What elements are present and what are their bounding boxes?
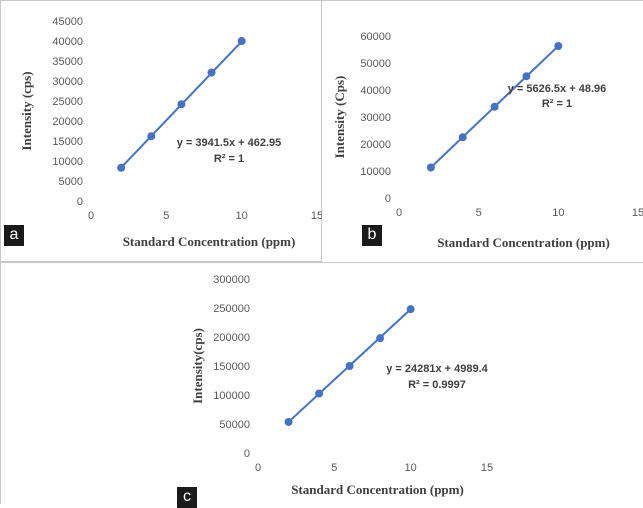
chart-a-ytick-1: 5000 (59, 176, 83, 188)
chart-c-point-0 (284, 417, 293, 426)
chart-b-xtick-0: 0 (396, 207, 402, 219)
chart-b-x-axis-title: Standard Concentration (ppm) (437, 235, 610, 250)
chart-a-point-3 (207, 68, 216, 77)
chart-c-ytick-6: 300000 (213, 274, 250, 286)
chart-b-r-squared: R² = 1 (542, 98, 572, 110)
chart-a-ytick-3: 15000 (52, 136, 83, 148)
chart-c-ytick-5: 250000 (213, 303, 250, 315)
chart-b-ytick-3: 30000 (360, 112, 391, 124)
chart-a-ytick-0: 0 (77, 196, 83, 208)
chart-c-ytick-3: 150000 (213, 361, 250, 373)
chart-b-xtick-1: 5 (476, 207, 482, 219)
chart-b-svg: 0 10000 20000 30000 40000 50000 60000 0 5 10 15 Sta… (332, 31, 643, 250)
chart-c-point-3 (376, 334, 385, 343)
chart-b-xtick-2: 10 (552, 207, 564, 219)
chart-a-r-squared: R² = 1 (214, 153, 244, 165)
chart-a-y-axis-title: Intensity (cps) (19, 71, 34, 150)
chart-a-ytick-4: 20000 (52, 116, 83, 128)
chart-c-svg: 0 50000 100000 150000 200000 250000 300000 0 5 10… (190, 274, 493, 497)
chart-b-point-3 (522, 72, 531, 81)
chart-c-y-axis-title: Intensity(cps) (190, 328, 205, 404)
chart-a-point-1 (147, 132, 156, 141)
chart-b-equation: y = 5626.5x + 48.96 (508, 83, 606, 95)
chart-a-ytick-8: 40000 (52, 36, 83, 48)
chart-a-ytick-6: 30000 (52, 76, 83, 88)
chart-c-ytick-1: 50000 (219, 419, 250, 431)
chart-panel-c: 0 50000 100000 150000 200000 250000 300000 0 5 10… (0, 262, 643, 508)
chart-b-point-2 (490, 102, 499, 111)
panel-label-b: b (362, 225, 382, 246)
chart-c-xtick-1: 5 (331, 462, 337, 474)
chart-c-equation: y = 24281x + 4989.4 (386, 363, 488, 375)
chart-c-xtick-2: 10 (405, 462, 417, 474)
chart-a-xtick-0: 0 (88, 210, 94, 222)
chart-a-ytick-9: 45000 (52, 16, 83, 28)
chart-c-point-1 (315, 389, 324, 398)
chart-a-ytick-2: 10000 (52, 156, 83, 168)
chart-b-ytick-4: 40000 (360, 85, 391, 97)
chart-c-point-2 (345, 362, 354, 370)
chart-a-equation: y = 3941.5x + 462.95 (177, 137, 282, 149)
chart-panel-a: 0 5000 10000 15000 20000 25000 30000 35000 40000… (0, 0, 323, 262)
chart-c-ytick-4: 200000 (213, 332, 250, 344)
chart-c-r-squared: R² = 0.9997 (408, 379, 466, 391)
chart-c-ytick-0: 0 (244, 448, 250, 460)
chart-panel-b: 0 10000 20000 30000 40000 50000 60000 0 5 10 15 Sta… (322, 0, 643, 262)
chart-c-point-4 (406, 305, 415, 314)
chart-b-ytick-0: 0 (385, 193, 391, 205)
chart-c-ytick-2: 100000 (213, 390, 250, 402)
chart-b-point-4 (554, 41, 563, 50)
chart-a-point-4 (237, 37, 246, 45)
chart-b-ytick-2: 20000 (360, 139, 391, 151)
chart-b-ytick-1: 10000 (360, 166, 391, 178)
chart-c-xtick-0: 0 (255, 462, 261, 474)
chart-b-y-axis-title: Intensity (Cps) (332, 76, 347, 159)
chart-c-x-axis-title: Standard Concentration (ppm) (291, 482, 464, 497)
chart-b-ytick-5: 50000 (360, 58, 391, 70)
chart-a-xtick-2: 10 (236, 210, 248, 222)
chart-b-ytick-6: 60000 (360, 31, 391, 43)
chart-a-xtick-3: 15 (311, 210, 323, 222)
chart-a-point-0 (117, 163, 126, 172)
chart-b-xtick-3: 15 (632, 207, 643, 219)
chart-a-point-2 (177, 100, 186, 109)
chart-a-svg: 0 5000 10000 15000 20000 25000 30000 35000 40000… (19, 16, 323, 249)
chart-a-xtick-1: 5 (163, 210, 169, 222)
chart-a-x-axis-title: Standard Concentration (ppm) (123, 234, 296, 249)
chart-c-xtick-3: 15 (481, 462, 493, 474)
panel-label-a: a (4, 225, 24, 246)
chart-b-point-0 (426, 163, 435, 172)
panel-label-c: c (177, 487, 197, 508)
chart-b-point-1 (458, 133, 467, 142)
chart-a-ytick-7: 35000 (52, 56, 83, 68)
chart-a-ytick-5: 25000 (52, 96, 83, 108)
